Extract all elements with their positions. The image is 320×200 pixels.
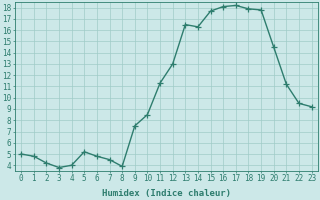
X-axis label: Humidex (Indice chaleur): Humidex (Indice chaleur) [102, 189, 231, 198]
